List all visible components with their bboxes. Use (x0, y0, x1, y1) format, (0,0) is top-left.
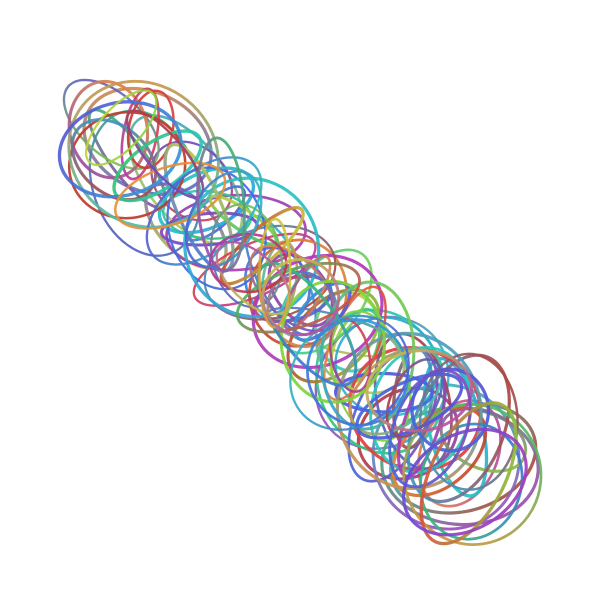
loop-stroke (215, 241, 292, 316)
loop-stroke (67, 110, 187, 220)
loop-stroke (114, 161, 227, 230)
loop-stroke (319, 280, 416, 431)
loop-stroke (248, 238, 348, 348)
loop-stroke (388, 368, 472, 489)
loop-stroke (258, 217, 292, 329)
loop-stroke (85, 89, 158, 167)
loop-stroke (282, 255, 332, 331)
loop-stroke (402, 427, 528, 537)
loop-stroke (157, 166, 256, 235)
loop-stroke (184, 169, 263, 269)
loop-stroke (261, 258, 341, 337)
loop-stroke (335, 331, 483, 491)
loop-stroke (251, 253, 384, 370)
loop-stroke (145, 156, 263, 266)
loop-stroke (57, 100, 183, 199)
loop-stroke (67, 79, 150, 180)
loop-stroke (419, 401, 518, 546)
loop-stroke (208, 232, 288, 294)
loop-stroke (365, 349, 474, 433)
loop-stroke (256, 261, 358, 387)
loop-stroke (406, 353, 511, 504)
loop-stroke (279, 279, 387, 404)
loop-stroke (70, 118, 158, 202)
loop-stroke (120, 87, 160, 181)
loop-stroke (306, 318, 410, 427)
loop-stroke (267, 252, 334, 328)
loop-stroke (196, 136, 246, 273)
loop-stroke (402, 403, 543, 546)
loop-stroke (385, 358, 444, 438)
loop-stroke (235, 261, 361, 334)
loop-stroke (329, 317, 372, 393)
loop-stroke (286, 288, 381, 384)
loop-stroke (418, 352, 519, 491)
loop-stroke (67, 79, 220, 229)
